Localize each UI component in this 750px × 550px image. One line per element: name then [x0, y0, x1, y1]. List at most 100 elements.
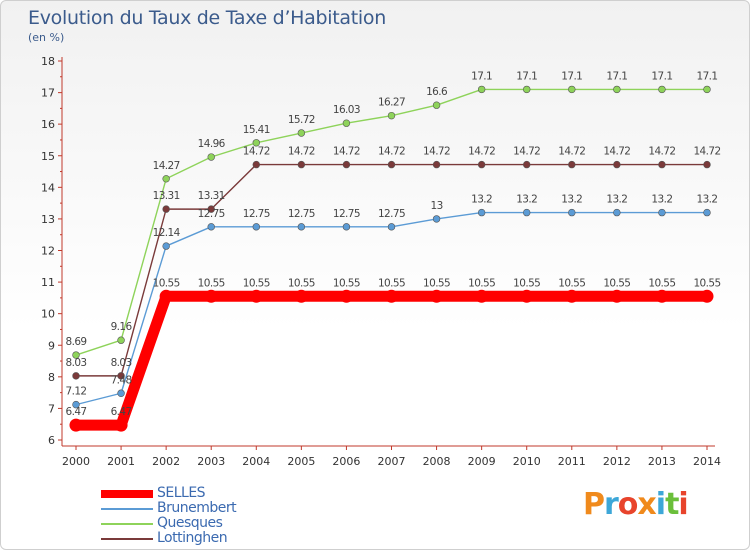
x-tick-label: 2008: [423, 455, 451, 468]
data-label-quesques: 15.41: [243, 124, 270, 136]
data-point-selles: [610, 289, 624, 303]
data-point-quesques: [613, 85, 621, 94]
data-point-brunembert: [477, 208, 486, 217]
data-point-lottinghen: [658, 160, 666, 169]
x-tick-label: 2001: [107, 455, 135, 468]
data-point-lottinghen: [387, 160, 396, 169]
data-label-selles: 6.47: [66, 406, 87, 418]
data-label-lottinghen: 14.72: [648, 146, 675, 158]
data-label-quesques: 15.72: [288, 114, 315, 126]
data-label-quesques: 16.27: [378, 97, 405, 109]
data-label-selles: 10.55: [468, 277, 495, 289]
data-label-quesques: 9.16: [111, 321, 133, 333]
data-point-quesques: [477, 85, 486, 94]
chart-title: Evolution du Taux de Taxe d’Habitation: [28, 7, 386, 29]
data-label-quesques: 17.1: [471, 70, 492, 82]
brand-letter: t: [665, 487, 679, 522]
x-tick-label: 2010: [513, 455, 541, 468]
y-tick-label: 11: [41, 276, 55, 289]
data-label-brunembert: 7.48: [111, 374, 132, 386]
data-label-brunembert: 13.2: [697, 194, 718, 206]
data-point-selles: [204, 289, 218, 303]
data-label-lottinghen: 14.72: [468, 146, 495, 158]
data-point-quesques: [432, 101, 441, 109]
data-point-quesques: [207, 153, 215, 161]
data-label-brunembert: 12.75: [198, 208, 225, 220]
x-tick-label: 2007: [378, 455, 406, 468]
data-label-lottinghen: 14.72: [333, 146, 360, 158]
data-point-selles: [114, 418, 128, 432]
data-label-brunembert: 12.14: [153, 227, 181, 239]
data-point-quesques: [252, 139, 260, 147]
series-line-selles: [76, 290, 707, 431]
data-label-brunembert: 13.2: [516, 194, 537, 206]
data-label-selles: 10.55: [693, 277, 720, 289]
data-point-brunembert: [252, 223, 260, 231]
data-label-quesques: 14.27: [153, 160, 180, 172]
data-point-brunembert: [568, 208, 576, 217]
legend-item-brunembert: Brunembert: [101, 501, 237, 516]
data-point-selles: [655, 289, 669, 303]
data-label-quesques: 17.1: [561, 70, 582, 82]
series-line-brunembert: [75, 211, 707, 406]
data-point-selles: [339, 289, 353, 303]
data-label-brunembert: 13.2: [561, 194, 582, 206]
y-tick-label: 15: [41, 150, 55, 163]
y-tick-label: 14: [41, 181, 55, 194]
brand-letter: P: [583, 487, 605, 522]
data-label-brunembert: 12.75: [288, 208, 315, 220]
data-label-lottinghen: 14.72: [513, 146, 540, 158]
data-label-selles: 10.55: [513, 277, 540, 289]
data-label-selles: 10.55: [243, 277, 270, 289]
data-point-brunembert: [162, 242, 170, 250]
data-point-lottinghen: [523, 160, 531, 169]
legend-swatch-selles: [101, 489, 153, 498]
data-point-lottinghen: [342, 160, 351, 169]
data-point-selles: [159, 289, 173, 303]
x-tick-label: 2009: [468, 455, 496, 468]
y-tick-label: 18: [41, 55, 55, 68]
data-point-quesques: [387, 111, 396, 120]
x-tick-label: 2014: [693, 455, 721, 468]
data-label-selles: 10.55: [423, 277, 450, 289]
data-label-selles: 10.55: [558, 277, 585, 289]
brand-letter: r: [604, 487, 619, 522]
legend-item-selles: SELLES: [101, 486, 236, 501]
data-label-selles: 10.55: [603, 277, 630, 289]
data-label-lottinghen: 14.72: [378, 146, 405, 158]
data-point-selles: [475, 289, 489, 303]
data-point-lottinghen: [432, 160, 441, 169]
data-point-lottinghen: [703, 160, 711, 169]
data-label-brunembert: 13.2: [471, 194, 492, 206]
legend-item-quesques: Quesques: [101, 516, 236, 531]
y-tick-label: 9: [48, 339, 55, 352]
data-label-quesques: 8.69: [66, 336, 87, 348]
data-point-quesques: [568, 85, 576, 94]
y-tick-label: 13: [41, 213, 55, 226]
data-label-lottinghen: 8.03: [66, 357, 87, 369]
data-point-brunembert: [613, 208, 621, 217]
data-label-quesques: 16.03: [333, 104, 360, 116]
data-point-quesques: [72, 351, 80, 359]
data-label-lottinghen: 13.31: [153, 190, 180, 202]
data-point-brunembert: [658, 208, 666, 217]
x-tick-label: 2006: [332, 455, 360, 468]
data-point-brunembert: [432, 215, 441, 223]
data-label-lottinghen: 8.03: [111, 357, 132, 369]
data-point-brunembert: [72, 400, 80, 409]
legend-swatch-brunembert: [101, 507, 153, 510]
legend-label-quesques: Quesques: [157, 515, 223, 531]
data-point-lottinghen: [252, 160, 260, 169]
data-point-quesques: [297, 129, 306, 137]
data-label-selles: 10.55: [378, 277, 405, 289]
data-label-brunembert: 13: [430, 200, 442, 212]
data-label-selles: 10.55: [153, 277, 180, 289]
x-tick-label: 2005: [287, 455, 315, 468]
data-label-brunembert: 12.75: [378, 208, 405, 220]
legend-label-selles: SELLES: [157, 485, 206, 501]
brand-letter: i: [678, 487, 688, 522]
data-point-quesques: [523, 85, 531, 94]
data-point-brunembert: [117, 389, 125, 397]
data-label-lottinghen: 13.31: [198, 190, 225, 202]
